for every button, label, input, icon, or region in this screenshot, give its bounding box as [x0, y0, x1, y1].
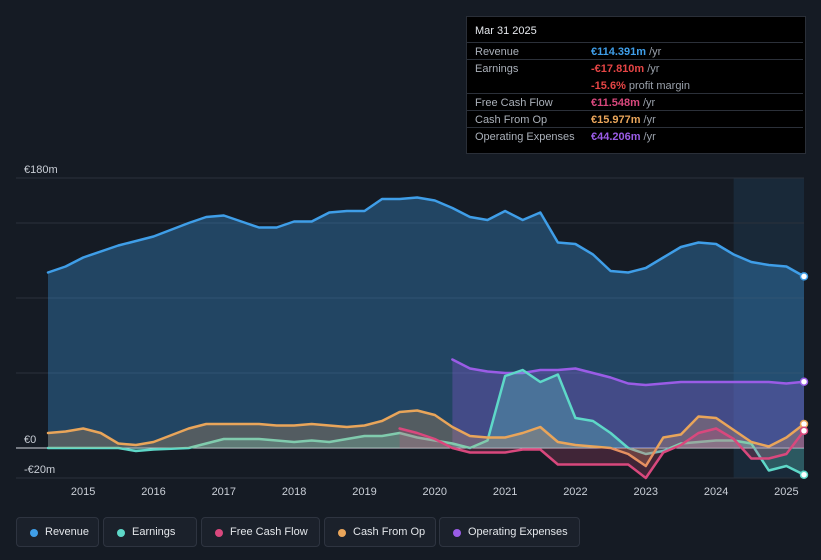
- tooltip-value: €11.548m/yr: [591, 97, 656, 109]
- tooltip-value: €15.977m/yr: [591, 114, 656, 126]
- earnings-line: [46, 368, 806, 476]
- legend-label: Free Cash Flow: [230, 526, 308, 538]
- tooltip-value: €114.391m/yr: [591, 46, 662, 58]
- tooltip-label: Earnings: [475, 63, 519, 75]
- legend-item-operating-expenses[interactable]: Operating Expenses: [439, 517, 580, 547]
- cash-from-op-dot-icon: [338, 529, 346, 537]
- x-tick-label: 2025: [774, 486, 798, 498]
- tooltip-panel: Mar 31 2025 Revenue €114.391m/yr Earning…: [466, 16, 806, 154]
- y-axis-labels: €180m €0 -€20m: [24, 164, 58, 476]
- operating-expenses-dot-icon: [453, 529, 461, 537]
- operating-expenses-end-marker: [799, 377, 809, 386]
- y-tick-label: -€20m: [24, 464, 55, 476]
- tooltip-value: -€17.810m/yr: [591, 63, 660, 75]
- tooltip-label: Revenue: [475, 46, 520, 58]
- legend-item-earnings[interactable]: Earnings: [103, 517, 197, 547]
- x-tick-label: 2023: [634, 486, 658, 498]
- forecast-band: [733, 178, 804, 478]
- x-tick-label: 2021: [493, 486, 517, 498]
- legend-label: Revenue: [45, 526, 90, 538]
- x-tick-label: 2024: [704, 486, 728, 498]
- tooltip-row-earnings: Earnings -€17.810m/yr: [467, 59, 803, 77]
- series-layer: [46, 196, 806, 480]
- revenue-end-marker: [799, 272, 809, 281]
- earnings-end-marker: [799, 470, 809, 479]
- x-tick-label: 2019: [352, 486, 376, 498]
- x-tick-label: 2020: [423, 486, 447, 498]
- gridlines: [16, 177, 804, 479]
- legend-label: Operating Expenses: [468, 526, 568, 538]
- revenue-dot-icon: [30, 529, 38, 537]
- x-tick-label: 2016: [141, 486, 165, 498]
- tooltip-label: Operating Expenses: [475, 131, 575, 143]
- tooltip-row-operating-expenses: Operating Expenses €44.206m/yr: [467, 127, 803, 145]
- x-tick-label: 2015: [71, 486, 95, 498]
- x-tick-label: 2022: [563, 486, 587, 498]
- legend-item-free-cash-flow[interactable]: Free Cash Flow: [201, 517, 320, 547]
- legend-item-revenue[interactable]: Revenue: [16, 517, 99, 547]
- revenue-line: [46, 196, 806, 278]
- tooltip-row-cash-from-op: Cash From Op €15.977m/yr: [467, 110, 803, 128]
- tooltip-row-margin: -15.6% profit margin: [467, 76, 803, 94]
- cash-from-op-end-marker: [799, 419, 809, 429]
- legend-item-cash-from-op[interactable]: Cash From Op: [324, 517, 436, 547]
- x-tick-label: 2018: [282, 486, 306, 498]
- free-cash-flow-end-marker: [799, 426, 809, 435]
- cash-from-op-line: [46, 409, 806, 468]
- y-tick-label: €0: [24, 434, 36, 446]
- free-cash-flow-dot-icon: [215, 529, 223, 537]
- tooltip-label: Cash From Op: [475, 114, 548, 126]
- end-markers: [799, 272, 809, 479]
- tooltip-row-revenue: Revenue €114.391m/yr: [467, 42, 803, 60]
- x-axis-labels: 2015 2016 2017 2018 2019 2020 2021 2022 2023 2024…: [71, 486, 799, 498]
- y-tick-label: €180m: [24, 164, 58, 176]
- free-cash-flow-line: [398, 427, 806, 480]
- tooltip-row-free-cash-flow: Free Cash Flow €11.548m/yr: [467, 93, 803, 111]
- earnings-dot-icon: [117, 529, 125, 537]
- legend-label: Cash From Op: [353, 526, 426, 538]
- revenue-area: [48, 197, 804, 448]
- tooltip-value: €44.206m/yr: [591, 131, 656, 143]
- tooltip-date: Mar 31 2025: [475, 25, 537, 37]
- tooltip-value: -15.6% profit margin: [591, 80, 690, 92]
- legend-label: Earnings: [132, 526, 176, 538]
- x-tick-label: 2017: [212, 486, 236, 498]
- tooltip-label: Free Cash Flow: [475, 97, 553, 109]
- free-cash-flow-area: [399, 428, 804, 478]
